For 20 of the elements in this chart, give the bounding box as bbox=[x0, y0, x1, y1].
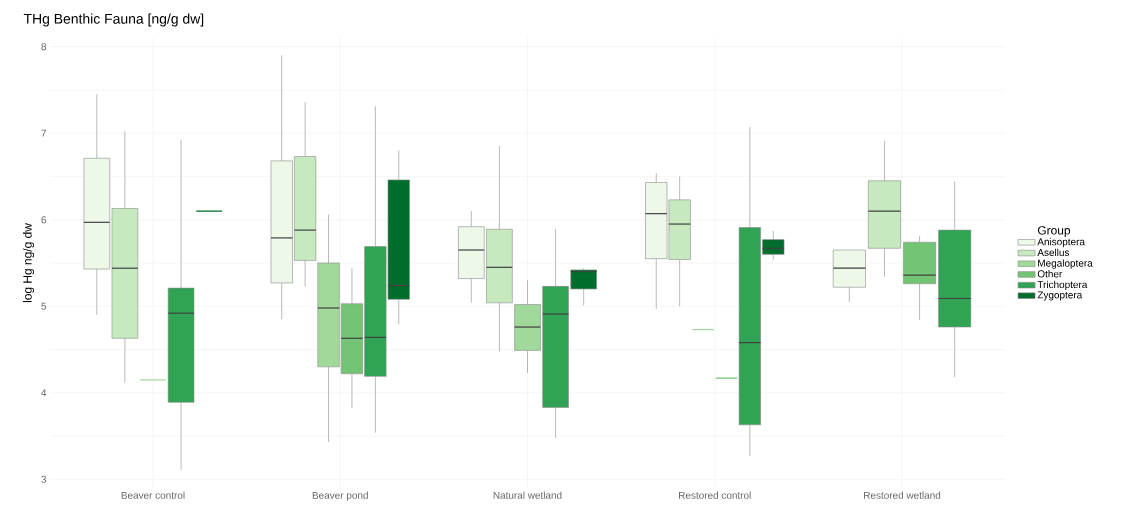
x-tick-label: Restored control bbox=[679, 491, 751, 499]
chart-title: THg Benthic Fauna [ng/g dw] bbox=[23, 13, 204, 27]
legend-label: Trichoptera bbox=[1037, 280, 1088, 291]
y-tick-label: 6 bbox=[41, 216, 47, 224]
x-tick-label: Beaver control bbox=[121, 491, 185, 499]
y-tick-label: 8 bbox=[41, 43, 47, 51]
x-tick-label: Natural wetland bbox=[493, 491, 562, 499]
y-tick-label: 3 bbox=[41, 475, 47, 483]
legend-label: Other bbox=[1037, 270, 1063, 278]
y-tick-label: 4 bbox=[41, 389, 47, 397]
x-tick-label: Restored wetland bbox=[864, 491, 941, 499]
x-tick-label: Beaver pond bbox=[312, 491, 368, 501]
y-axis-title: log Hg ng/g dw bbox=[22, 223, 35, 303]
legend-label: Megaloptera bbox=[1038, 259, 1093, 269]
legend-title: Group bbox=[1037, 226, 1071, 237]
legend-label: Asellus bbox=[1037, 248, 1070, 256]
legend-label: Zygoptera bbox=[1037, 291, 1083, 301]
y-tick-label: 7 bbox=[41, 129, 46, 137]
y-tick-label: 5 bbox=[41, 302, 47, 310]
legend-label: Anisoptera bbox=[1037, 237, 1085, 248]
